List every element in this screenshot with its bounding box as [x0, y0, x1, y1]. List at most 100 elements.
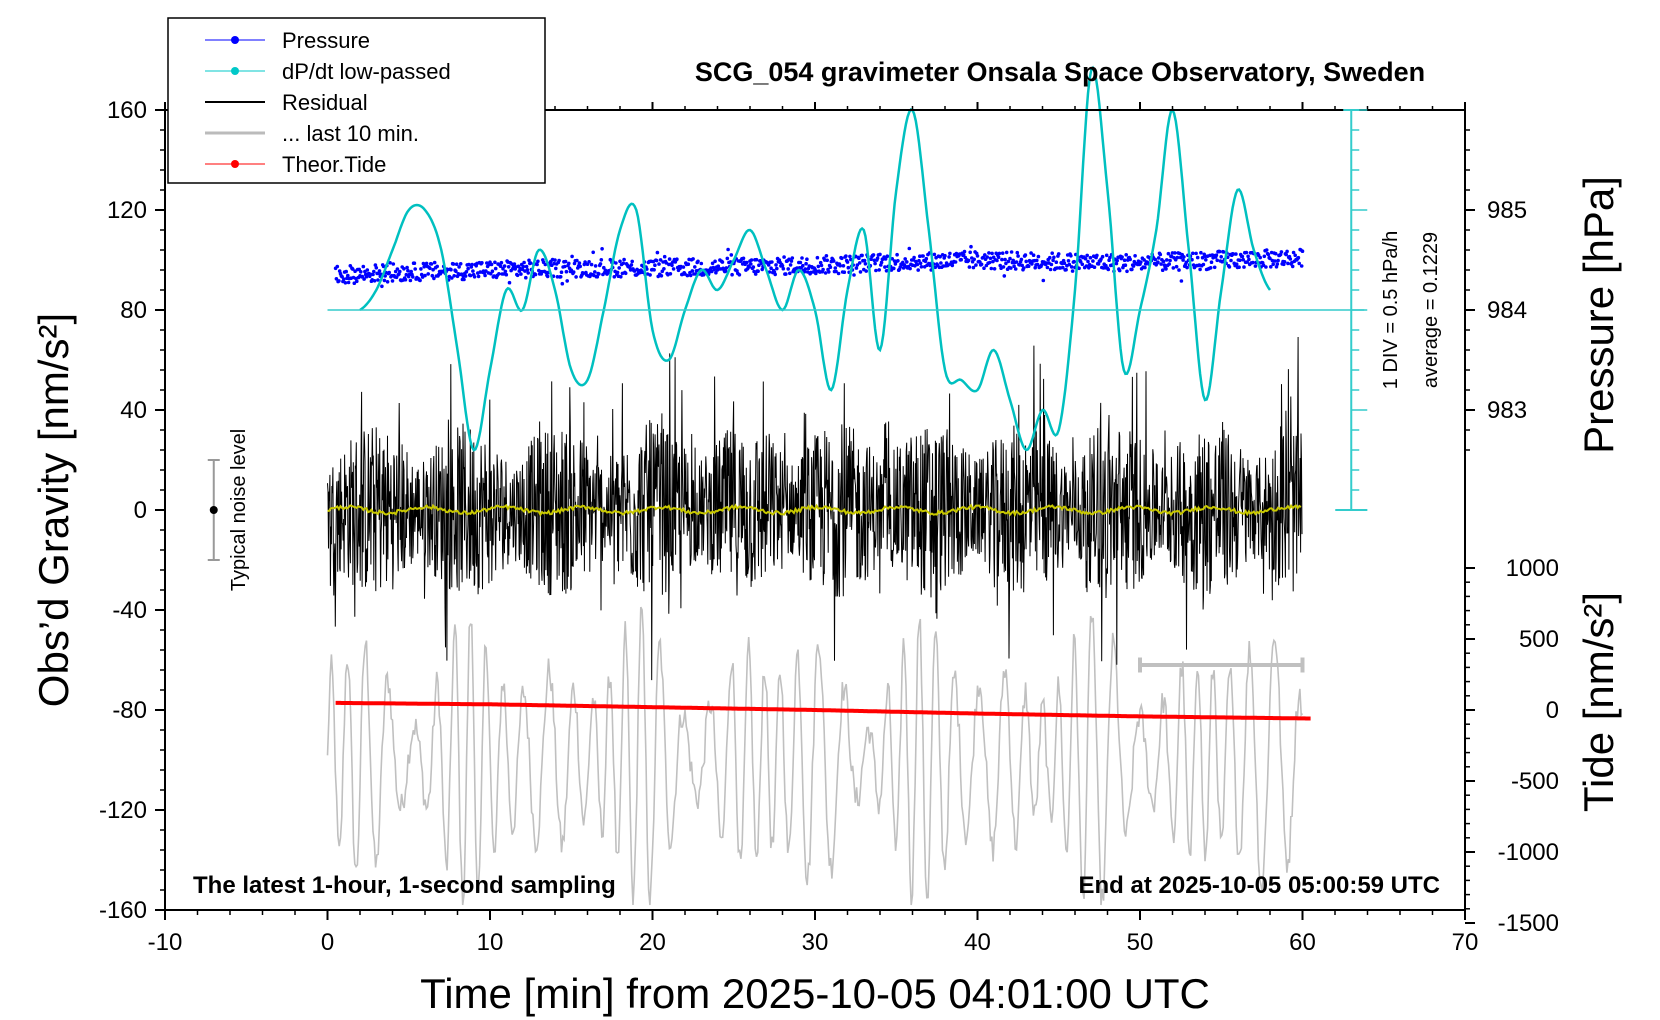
pressure-point: [1153, 257, 1158, 262]
pressure-point: [821, 267, 825, 272]
pressure-point: [652, 268, 656, 272]
pressure-point: [1284, 252, 1288, 257]
pressure-point: [788, 271, 792, 276]
x-tick-label: -10: [148, 929, 183, 956]
pressure-point: [1004, 261, 1008, 266]
pressure-point: [560, 281, 565, 286]
pressure-point: [1035, 258, 1039, 263]
pressure-point: [961, 253, 966, 257]
pressure-point: [780, 264, 785, 268]
pressure-point: [903, 257, 907, 261]
pressure-point: [1212, 265, 1217, 270]
pressure-point: [1001, 265, 1006, 269]
pressure-point: [1282, 260, 1287, 264]
pressure-point: [335, 264, 340, 269]
pressure-point: [892, 266, 896, 271]
pressure-point: [775, 266, 779, 271]
pressure-point: [753, 272, 758, 276]
pressure-point: [1142, 258, 1146, 262]
pressure-point: [450, 276, 454, 280]
pressure-point: [924, 256, 929, 261]
pressure-point: [1291, 250, 1296, 255]
pressure-point: [1217, 249, 1222, 254]
pressure-point: [816, 264, 821, 269]
pressure-point: [885, 254, 890, 258]
pressure-point: [995, 258, 999, 263]
pressure-point: [838, 263, 842, 268]
pressure-point: [1120, 255, 1124, 259]
pressure-point: [1290, 264, 1295, 269]
pressure-point: [691, 257, 695, 261]
pressure-point: [1083, 256, 1088, 261]
pressure-point: [1247, 257, 1251, 262]
pressure-point: [831, 259, 836, 263]
pressure-point: [519, 272, 523, 276]
pressure-point: [662, 254, 667, 259]
pressure-point: [1161, 259, 1166, 264]
pressure-point: [451, 262, 456, 266]
pressure-point: [756, 269, 760, 274]
tide-tick-label: 0: [1546, 697, 1559, 724]
pressure-point: [975, 254, 980, 258]
pressure-point: [1008, 256, 1012, 261]
pressure-point: [667, 257, 672, 261]
pressure-point: [662, 267, 666, 271]
pressure-point: [1184, 260, 1189, 265]
pressure-point: [790, 256, 795, 260]
legend-swatch-dot: [231, 160, 239, 168]
last-10-min-marker: [1138, 657, 1305, 673]
pressure-point: [1173, 251, 1177, 255]
pressure-point: [593, 264, 598, 268]
pressure-point: [1012, 264, 1016, 269]
residual-line: [327, 336, 1303, 681]
pressure-point: [1227, 265, 1232, 269]
pressure-point: [619, 275, 623, 279]
pressure-point: [1258, 255, 1262, 260]
pressure-point: [1014, 260, 1019, 264]
pressure-point: [741, 256, 746, 261]
pressure-point: [614, 261, 618, 265]
pressure-point: [990, 251, 994, 256]
pressure-point: [1133, 254, 1137, 258]
pressure-point: [962, 249, 967, 254]
pressure-point: [1106, 267, 1111, 272]
pressure-point: [563, 264, 567, 269]
pressure-point: [1220, 259, 1224, 264]
pressure-point: [1271, 262, 1275, 267]
pressure-point: [1274, 265, 1279, 269]
pressure-point: [863, 262, 868, 266]
tide-tick-label: 500: [1519, 626, 1559, 653]
pressure-point: [1023, 253, 1028, 257]
y-left-axis-label: Obs’d Gravity [nm/s²]: [30, 313, 77, 707]
pressure-point: [769, 266, 773, 271]
pressure-point: [1115, 258, 1119, 263]
pressure-point: [1122, 258, 1127, 263]
pressure-tick-label: 983: [1487, 397, 1527, 424]
pressure-point: [907, 246, 912, 251]
pressure-point: [1229, 258, 1233, 263]
pressure-point: [398, 269, 402, 274]
pressure-point: [569, 268, 574, 273]
pressure-point: [1199, 250, 1203, 255]
x-tick-label: 70: [1452, 929, 1479, 956]
theor-tide-series: [335, 700, 1311, 721]
dpdt-scale-label: 1 DIV = 0.5 hPa/h: [1380, 231, 1402, 389]
pressure-point: [618, 259, 622, 264]
pressure-point: [1240, 254, 1245, 259]
pressure-point: [947, 255, 951, 259]
pressure-point: [747, 265, 751, 269]
tide-tick-label: -1500: [1498, 910, 1559, 937]
pressure-point: [1072, 259, 1076, 264]
pressure-point: [352, 281, 357, 286]
pressure-point: [480, 261, 484, 265]
pressure-point: [528, 261, 533, 265]
pressure-point: [1165, 258, 1169, 262]
pressure-point: [974, 263, 978, 267]
pressure-point: [997, 251, 1002, 256]
pressure-point: [1293, 253, 1297, 258]
pressure-point: [612, 275, 617, 279]
pressure-point: [968, 250, 972, 255]
pressure-point: [432, 260, 437, 265]
pressure-point: [685, 273, 690, 278]
